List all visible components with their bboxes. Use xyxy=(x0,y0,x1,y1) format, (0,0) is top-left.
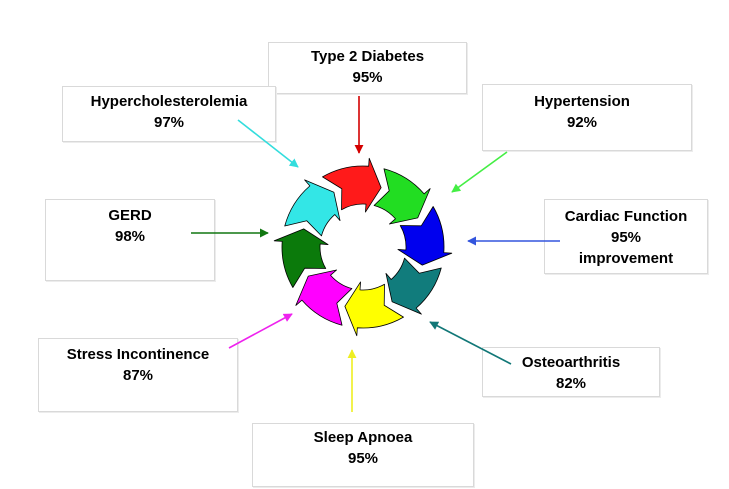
cycle-segment-blue xyxy=(397,206,453,266)
cycle-segment-yellow xyxy=(344,281,404,337)
label-type2: Type 2 Diabetes 95% xyxy=(268,46,467,88)
box-hyperchol xyxy=(62,86,276,142)
box-type2 xyxy=(268,42,467,94)
box-hypertension xyxy=(482,84,692,151)
cycle-ring xyxy=(273,157,453,337)
sleep-value: 95% xyxy=(347,450,379,467)
cardiac-note: improvement xyxy=(578,250,674,267)
gerd-name: GERD xyxy=(108,207,152,224)
type2-value: 95% xyxy=(352,69,383,86)
cycle-segment-magenta xyxy=(295,269,353,326)
stress-value: 87% xyxy=(122,367,154,384)
osteo-name: Osteoarthritis xyxy=(521,354,621,371)
label-hypertension: Hypertension 92% xyxy=(482,91,682,133)
cardiac-value: 95% xyxy=(610,229,642,246)
label-cardiac: Cardiac Function 95% improvement xyxy=(544,206,708,269)
label-gerd: GERD 98% xyxy=(45,205,215,247)
label-sleep: Sleep Apnoea 95% xyxy=(252,427,474,469)
hyperchol-pointer-arrow xyxy=(237,119,299,168)
hypertension-pointer-arrow xyxy=(451,151,508,193)
stress-name: Stress Incontinence xyxy=(66,346,210,363)
box-sleep xyxy=(252,423,474,487)
cycle-segment-red xyxy=(322,157,382,213)
hypertension-name: Hypertension xyxy=(534,93,630,110)
cycle-segment-teal xyxy=(385,257,442,315)
sleep-name: Sleep Apnoea xyxy=(313,429,413,446)
cycle-segment-cyan xyxy=(284,179,341,237)
osteo-value: 82% xyxy=(555,375,587,392)
box-stress xyxy=(38,338,238,412)
hyperchol-name: Hypercholesterolemia xyxy=(90,93,248,110)
box-osteo xyxy=(482,347,660,397)
cycle-segment-darkgreen xyxy=(273,228,329,288)
box-cardiac xyxy=(544,199,708,274)
gerd-value: 98% xyxy=(114,228,146,245)
type2-name: Type 2 Diabetes xyxy=(310,48,425,65)
hyperchol-value: 97% xyxy=(153,114,185,131)
cardiac-name: Cardiac Function xyxy=(564,208,688,225)
box-gerd xyxy=(45,199,215,281)
hypertension-value: 92% xyxy=(566,114,598,131)
label-hyperchol: Hypercholesterolemia 97% xyxy=(62,91,276,133)
cycle-segment-green xyxy=(373,168,431,225)
osteo-pointer-arrow xyxy=(429,321,512,365)
label-osteo: Osteoarthritis 82% xyxy=(482,352,660,394)
stress-pointer-arrow xyxy=(228,313,293,349)
label-stress: Stress Incontinence 87% xyxy=(38,344,238,386)
